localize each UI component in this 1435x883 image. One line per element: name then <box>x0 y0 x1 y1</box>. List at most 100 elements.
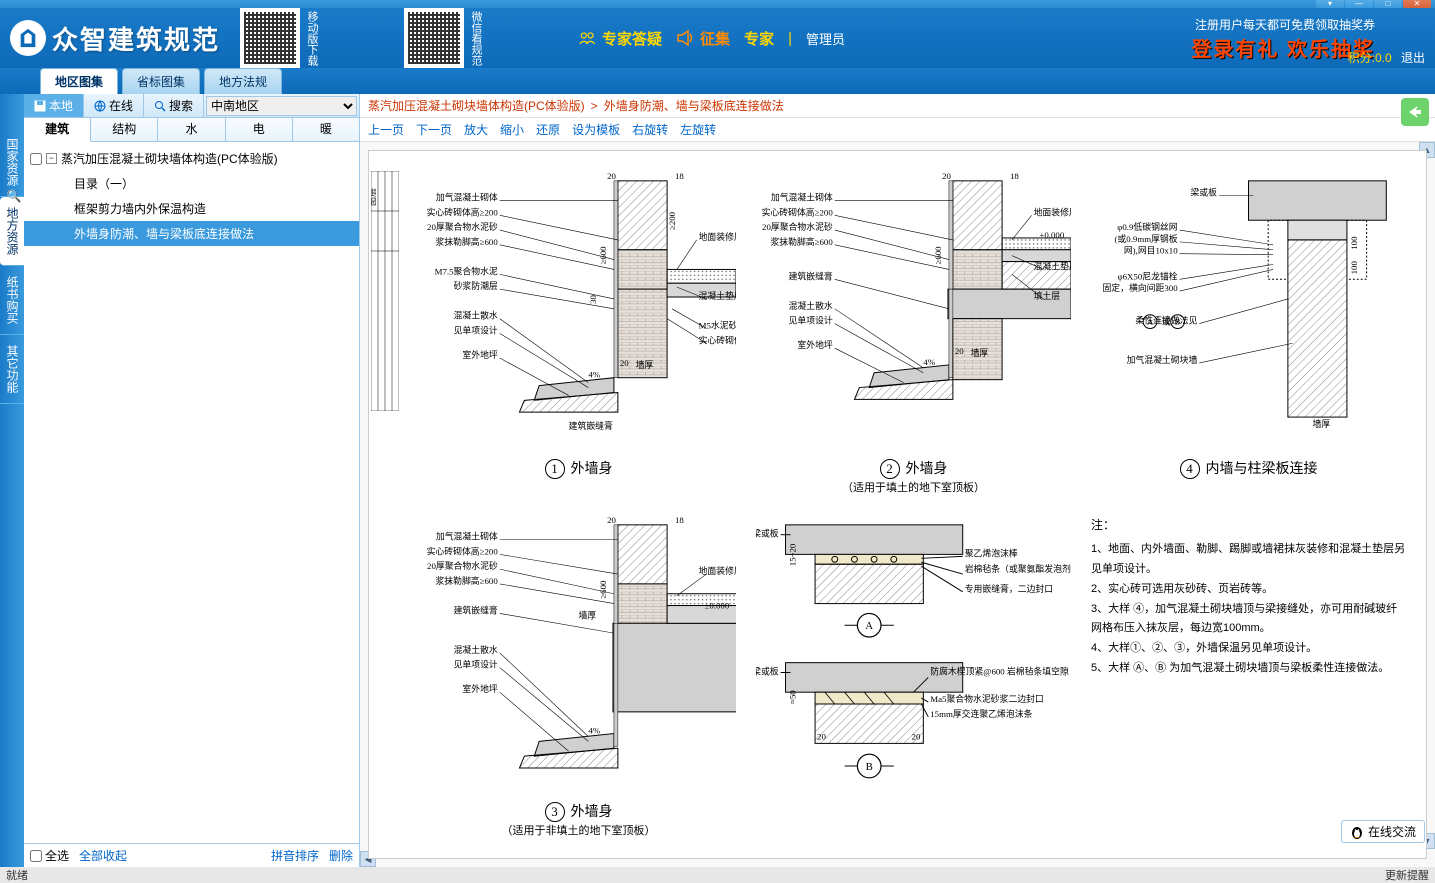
svg-text:≥600: ≥600 <box>598 246 608 265</box>
window-minimize-button[interactable]: — <box>1345 0 1373 8</box>
expert-qa-link[interactable]: 专家答疑 <box>578 28 662 49</box>
svg-text:φ0.9低碳钢丝网: φ0.9低碳钢丝网 <box>1117 221 1178 232</box>
svg-text:加气混凝土砌体: 加气混凝土砌体 <box>771 192 833 203</box>
diagram-notes: 注： 1、地面、内外墙面、勒脚、踢脚或墙裙抹灰装修和混凝土垫层另见单项设计。 2… <box>1091 515 1406 839</box>
source-search-button[interactable]: 搜索 <box>144 94 204 117</box>
doc-toolbar: 上一页 下一页 放大 缩小 还原 设为模板 右旋转 左旋转 <box>360 118 1435 142</box>
status-bar: 就绪 更新提醒 <box>0 867 1435 883</box>
document-page: 图层 <box>368 150 1427 859</box>
select-all-checkbox[interactable]: 全选 <box>30 847 69 864</box>
collect-link[interactable]: 征集 <box>676 28 730 49</box>
svg-text:墙厚: 墙厚 <box>579 609 597 620</box>
svg-text:固定，横向间距300: 固定，横向间距300 <box>1102 282 1178 293</box>
svg-text:20: 20 <box>607 171 616 181</box>
svg-text:梁或板: 梁或板 <box>756 527 779 538</box>
zoom-out-button[interactable]: 缩小 <box>500 121 524 138</box>
tree-root[interactable]: − 蒸汽加压混凝土砌块墙体构造(PC体验版) <box>24 146 359 171</box>
svg-text:地面装修层: 地面装修层 <box>699 231 736 242</box>
svg-text:30: 30 <box>588 294 598 303</box>
zoom-reset-button[interactable]: 还原 <box>536 121 560 138</box>
svg-text:见单项设计: 见单项设计 <box>454 658 498 669</box>
source-local-button[interactable]: 本地 <box>24 94 84 117</box>
svg-text:加气混凝土砌体: 加气混凝土砌体 <box>436 192 498 203</box>
svg-text:20厚聚合物水泥砂: 20厚聚合物水泥砂 <box>427 560 498 571</box>
left-panel: 本地 在线 搜索 中南地区 建筑 结构 水 电 暖 <box>24 94 360 867</box>
status-ready: 就绪 <box>6 867 28 883</box>
svg-text:18: 18 <box>675 171 684 181</box>
svg-text:填土层: 填土层 <box>1034 290 1061 301</box>
admin-link[interactable]: 管理员 <box>806 29 845 48</box>
svg-text:18: 18 <box>675 515 684 525</box>
window-close-button[interactable]: ✕ <box>1403 0 1431 8</box>
online-chat-button[interactable]: 在线交流 <box>1341 820 1425 843</box>
side-tab-other[interactable]: 其它功能 <box>0 335 24 404</box>
svg-text:或: 或 <box>1162 316 1171 327</box>
breadcrumb-doc[interactable]: 蒸汽加压混凝土砌块墙体构造(PC体验版) <box>368 97 585 114</box>
tree-item[interactable]: 目录（一） <box>24 171 359 196</box>
globe-icon <box>94 100 106 112</box>
banner-subtitle: 注册用户每天都可免费领取抽奖券 <box>1191 16 1375 33</box>
cat-tab-struct[interactable]: 结构 <box>91 118 158 141</box>
diagram-4: 梁或板 φ0.9低碳钢丝网 (或0.9mm厚钢板 网),网目10x10 φ6X5… <box>1091 171 1406 495</box>
tab-province-atlas[interactable]: 省标图集 <box>122 68 200 94</box>
rotate-right-button[interactable]: 右旋转 <box>632 121 668 138</box>
svg-text:混凝土散水: 混凝土散水 <box>789 300 833 311</box>
search-icon[interactable]: 🔍 <box>4 186 24 206</box>
svg-text:图层: 图层 <box>371 188 377 206</box>
side-tabs: 国家资源 地方资源 纸书购买 其它功能 <box>0 94 24 867</box>
svg-text:梁或板: 梁或板 <box>756 665 779 676</box>
svg-text:B: B <box>866 761 873 773</box>
svg-text:梁或板: 梁或板 <box>1190 187 1217 198</box>
svg-text:墙厚: 墙厚 <box>636 359 654 370</box>
exit-link[interactable]: 退出 <box>1401 51 1425 65</box>
window-maximize-button[interactable]: □ <box>1374 0 1402 8</box>
logo-text: 众智建筑规范 <box>52 20 220 57</box>
svg-text:≥600: ≥600 <box>598 580 608 599</box>
qr-wechat-label: 微信看规范 <box>468 11 484 66</box>
breadcrumb: 蒸汽加压混凝土砌块墙体构造(PC体验版) > 外墙身防潮、墙与梁板底连接做法 <box>360 94 1435 118</box>
tree-checkbox[interactable] <box>30 153 42 165</box>
source-online-button[interactable]: 在线 <box>84 94 144 117</box>
tab-region-atlas[interactable]: 地区图集 <box>40 68 118 94</box>
cat-tab-water[interactable]: 水 <box>158 118 225 141</box>
cat-tab-hvac[interactable]: 暖 <box>293 118 359 141</box>
rotate-left-button[interactable]: 左旋转 <box>680 121 716 138</box>
tree-item-selected[interactable]: 外墙身防潮、墙与梁板底连接做法 <box>24 221 359 246</box>
svg-text:20厚聚合物水泥砂: 20厚聚合物水泥砂 <box>427 221 498 232</box>
svg-text:网),网目10x10: 网),网目10x10 <box>1124 246 1178 256</box>
prev-page-button[interactable]: 上一页 <box>368 121 404 138</box>
side-tab-local[interactable]: 地方资源 <box>0 197 24 266</box>
collapse-all-link[interactable]: 全部收起 <box>79 847 127 864</box>
collect-expert-link[interactable]: 专家 <box>744 28 774 49</box>
svg-text:混凝土垫层: 混凝土垫层 <box>699 290 736 301</box>
svg-text:室外地坪: 室外地坪 <box>462 683 498 694</box>
share-icon[interactable] <box>1401 98 1429 126</box>
zoom-in-button[interactable]: 放大 <box>464 121 488 138</box>
svg-text:4%: 4% <box>588 725 600 735</box>
window-dropdown-button[interactable]: ▾ <box>1316 0 1344 8</box>
set-template-button[interactable]: 设为模板 <box>572 121 620 138</box>
svg-text:(或0.9mm厚钢板: (或0.9mm厚钢板 <box>1114 233 1177 244</box>
svg-text:浆抹勒脚高≥600: 浆抹勒脚高≥600 <box>435 236 498 247</box>
collapse-icon[interactable]: − <box>46 153 57 164</box>
cat-tab-arch[interactable]: 建筑 <box>24 118 91 142</box>
qr-mobile-icon <box>240 8 300 68</box>
svg-text:防腐木楔顶紧@600 岩棉毡条填空隙: 防腐木楔顶紧@600 岩棉毡条填空隙 <box>930 665 1069 676</box>
delete-link[interactable]: 删除 <box>329 847 353 864</box>
cat-tab-elec[interactable]: 电 <box>226 118 293 141</box>
pinyin-sort-link[interactable]: 拼音排序 <box>271 847 319 864</box>
tab-local-regulation[interactable]: 地方法规 <box>204 68 282 94</box>
document-viewer[interactable]: ▲ ▼ ◀ 图层 <box>360 142 1435 867</box>
side-tab-purchase[interactable]: 纸书购买 <box>0 266 24 335</box>
region-select[interactable]: 中南地区 <box>206 96 357 116</box>
tree-item[interactable]: 框架剪力墙内外保温构造 <box>24 196 359 221</box>
svg-text:4%: 4% <box>588 370 600 380</box>
svg-text:墙厚: 墙厚 <box>1312 418 1330 429</box>
svg-text:加气混凝土砌块墙: 加气混凝土砌块墙 <box>1127 354 1198 365</box>
svg-text:砂浆防潮层: 砂浆防潮层 <box>454 280 498 291</box>
next-page-button[interactable]: 下一页 <box>416 121 452 138</box>
top-tabs: 地区图集 省标图集 地方法规 <box>0 68 1435 94</box>
status-update[interactable]: 更新提醒 <box>1385 867 1429 883</box>
svg-text:地面装修层: 地面装修层 <box>699 565 736 576</box>
content-area: 蒸汽加压混凝土砌块墙体构造(PC体验版) > 外墙身防潮、墙与梁板底连接做法 上… <box>360 94 1435 867</box>
